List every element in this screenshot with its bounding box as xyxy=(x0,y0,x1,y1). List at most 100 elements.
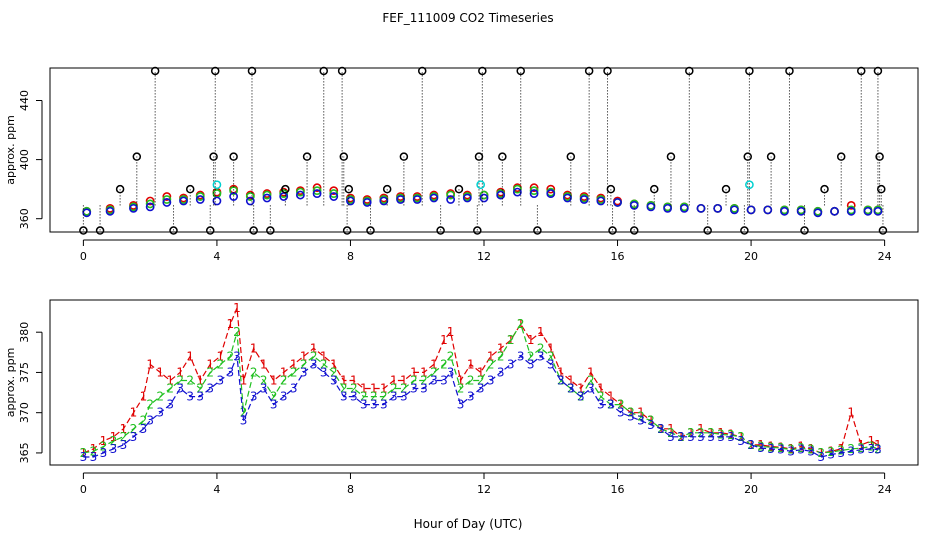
series-point-label: 1 xyxy=(330,357,338,371)
series-point-label: 2 xyxy=(390,382,398,396)
series-point-label: 2 xyxy=(400,382,408,396)
series-point-label: 1 xyxy=(527,333,535,347)
x-tick-label: 12 xyxy=(477,483,491,496)
series-point-label: 3 xyxy=(300,365,308,379)
series-line xyxy=(83,322,879,454)
series-point-label: 3 xyxy=(787,444,795,458)
series-point-label: 3 xyxy=(90,450,98,464)
series-point-label: 1 xyxy=(216,349,224,363)
series-point-label: 2 xyxy=(340,382,348,396)
series-point-label: 2 xyxy=(216,357,224,371)
series-point-label: 1 xyxy=(797,439,805,453)
series-point-label: 1 xyxy=(206,357,214,371)
data-point xyxy=(529,183,539,193)
spike-point xyxy=(209,152,218,161)
series-point-label: 3 xyxy=(140,422,148,436)
series-point-label: 1 xyxy=(857,438,865,452)
data-point xyxy=(763,205,773,215)
series-point-label: 3 xyxy=(637,414,645,428)
series-point-label: 3 xyxy=(797,443,805,457)
data-point xyxy=(295,187,305,197)
series-point-label: 3 xyxy=(100,446,108,460)
series-point-label: 3 xyxy=(156,406,164,420)
series-point-label: 3 xyxy=(607,398,615,412)
series-point-label: 3 xyxy=(567,382,575,396)
series-point-label: 3 xyxy=(857,443,865,457)
data-point xyxy=(512,184,522,194)
data-point xyxy=(679,203,689,213)
spike-point xyxy=(878,226,888,235)
series-point-label: 3 xyxy=(737,434,745,448)
series-point-label: 2 xyxy=(777,441,785,455)
series-point-label: 3 xyxy=(440,373,448,387)
series-point-label: 2 xyxy=(797,441,805,455)
series-point-label: 2 xyxy=(280,373,288,387)
series-point-label: 1 xyxy=(837,442,845,456)
spike-point xyxy=(820,184,829,194)
spike-point xyxy=(478,66,487,76)
spike-point xyxy=(533,226,542,235)
series-point-label: 2 xyxy=(270,390,278,404)
series-point-label: 1 xyxy=(617,398,625,412)
data-point xyxy=(846,206,856,216)
series-point-label: 1 xyxy=(260,357,268,371)
series-point-label: 2 xyxy=(370,390,378,404)
plot-frame xyxy=(49,299,919,466)
x-tick-label: 4 xyxy=(213,250,220,263)
series-point-label: 1 xyxy=(360,382,368,396)
series-point-label: 1 xyxy=(537,325,545,339)
series-point-label: 3 xyxy=(260,382,268,396)
chart-title: FEF_111009 CO2 Timeseries xyxy=(382,11,553,25)
data-point xyxy=(780,206,789,216)
data-point xyxy=(245,196,255,206)
series-point-label: 2 xyxy=(687,426,695,440)
series-point-label: 1 xyxy=(110,430,118,444)
series-point-label: 3 xyxy=(146,414,154,428)
series-point-label: 1 xyxy=(240,373,248,387)
spike-point xyxy=(436,226,445,235)
series-point-label: 2 xyxy=(176,373,184,387)
series-point-label: 3 xyxy=(130,430,138,444)
series-point-label: 1 xyxy=(467,357,475,371)
data-point xyxy=(863,206,873,216)
spike-point xyxy=(95,226,105,235)
series-point-label: 1 xyxy=(196,373,204,387)
series-point-label: 2 xyxy=(110,434,118,448)
spike-point xyxy=(79,226,88,235)
series-point-label: 3 xyxy=(216,373,224,387)
series-point-label: 2 xyxy=(517,317,525,331)
extra-point xyxy=(745,180,754,190)
series-point-label: 3 xyxy=(380,398,388,412)
series-point-label: 3 xyxy=(340,390,348,404)
spike-point xyxy=(247,66,257,76)
y-tick-label: 370 xyxy=(18,402,31,423)
series-point-label: 2 xyxy=(837,444,845,458)
series-point-label: 2 xyxy=(787,443,795,457)
spike-point xyxy=(650,184,659,194)
series-point-label: 2 xyxy=(757,439,765,453)
series-point-label: 1 xyxy=(100,434,108,448)
series-point-label: 1 xyxy=(390,373,398,387)
data-point xyxy=(329,186,339,196)
series-point-label: 3 xyxy=(627,410,635,424)
series-point-label: 3 xyxy=(527,357,535,371)
data-point xyxy=(379,196,389,206)
series-point-label: 2 xyxy=(667,426,675,440)
series-point-label: 2 xyxy=(206,365,214,379)
series-point-label: 3 xyxy=(597,398,605,412)
y-tick-label: 360 xyxy=(18,208,31,229)
series-point-label: 1 xyxy=(90,442,98,456)
series-point-label: 2 xyxy=(300,357,308,371)
series-point-label: 2 xyxy=(146,398,154,412)
spike-point xyxy=(584,66,594,76)
series-point-label: 1 xyxy=(120,422,128,436)
series-point-label: 3 xyxy=(186,390,194,404)
data-point xyxy=(512,187,522,197)
spike-markers xyxy=(79,66,888,235)
series-point-label: 1 xyxy=(637,406,645,420)
spike-point xyxy=(873,66,883,76)
extra-point xyxy=(212,180,222,190)
series-point-label: 3 xyxy=(727,430,735,444)
series-point-label: 3 xyxy=(226,365,234,379)
spike-point xyxy=(205,226,215,235)
